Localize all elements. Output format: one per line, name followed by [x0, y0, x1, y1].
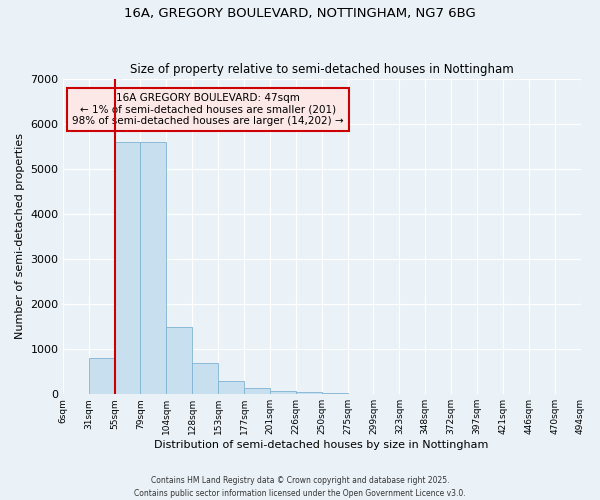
Bar [140, 142, 166, 394]
Bar [115, 142, 140, 394]
Title: Size of property relative to semi-detached houses in Nottingham: Size of property relative to semi-detach… [130, 63, 514, 76]
Bar [244, 388, 270, 394]
Text: Contains HM Land Registry data © Crown copyright and database right 2025.
Contai: Contains HM Land Registry data © Crown c… [134, 476, 466, 498]
Y-axis label: Number of semi-detached properties: Number of semi-detached properties [15, 133, 25, 339]
Bar [192, 364, 218, 394]
Bar [218, 382, 244, 394]
X-axis label: Distribution of semi-detached houses by size in Nottingham: Distribution of semi-detached houses by … [154, 440, 489, 450]
Bar [166, 327, 192, 394]
Text: 16A GREGORY BOULEVARD: 47sqm
← 1% of semi-detached houses are smaller (201)
98% : 16A GREGORY BOULEVARD: 47sqm ← 1% of sem… [72, 92, 344, 126]
Text: 16A, GREGORY BOULEVARD, NOTTINGHAM, NG7 6BG: 16A, GREGORY BOULEVARD, NOTTINGHAM, NG7 … [124, 8, 476, 20]
Bar [322, 393, 347, 394]
Bar [270, 391, 296, 394]
Bar [296, 392, 322, 394]
Bar [89, 358, 115, 394]
